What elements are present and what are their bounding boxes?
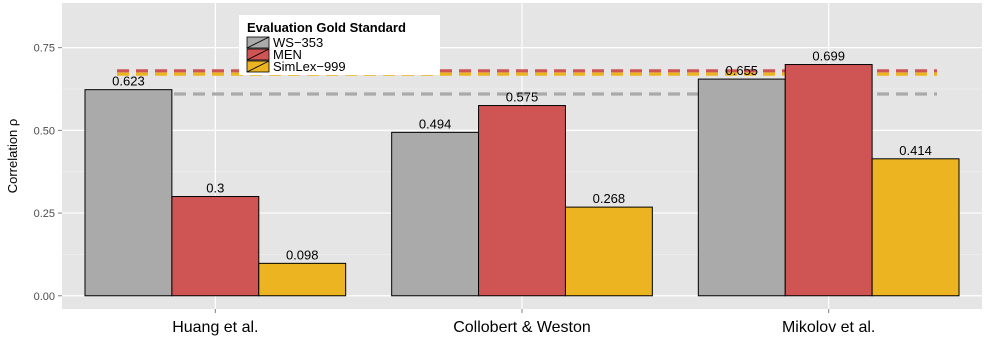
data-label: 0.494 xyxy=(419,116,452,131)
legend-swatch-slash xyxy=(246,48,270,61)
legend-box xyxy=(239,15,440,75)
legend-title: Evaluation Gold Standard xyxy=(247,20,406,35)
legend-label: MEN xyxy=(273,47,302,62)
legend: Evaluation Gold Standard WS−353MENSimLex… xyxy=(239,15,440,75)
data-label: 0.3 xyxy=(206,181,224,196)
legend-swatch-slash xyxy=(246,60,270,73)
bar xyxy=(564,206,653,297)
y-tick-label: 0.50 xyxy=(34,125,55,137)
data-label: 0.623 xyxy=(112,74,145,89)
bar xyxy=(478,105,566,297)
x-axis: Huang et al. Collobert & Weston Mikolov et… xyxy=(172,309,875,336)
data-label: 0.575 xyxy=(506,90,539,105)
data-labels: 0.623 0.3 0.098 0.494 0.575 0.268 0.655 0.699 0.… xyxy=(112,49,932,263)
x-tick-label: Collobert & Weston xyxy=(453,319,591,336)
x-tick-label: Mikolov et al. xyxy=(782,319,875,336)
bar xyxy=(171,196,260,297)
bar xyxy=(784,64,873,297)
legend-swatch-slash xyxy=(246,36,270,49)
bar xyxy=(871,158,960,297)
data-label: 0.414 xyxy=(899,143,932,158)
y-tick-label: 0.00 xyxy=(34,291,55,303)
bars xyxy=(84,64,960,297)
y-axis: 0.00 0.25 0.50 0.75 xyxy=(34,43,62,303)
bar xyxy=(84,89,173,297)
legend-label: WS−353 xyxy=(273,35,323,50)
y-axis-label: Correlation ρ xyxy=(5,119,20,194)
bar xyxy=(391,131,480,297)
data-label: 0.699 xyxy=(812,49,845,64)
data-label: 0.268 xyxy=(593,191,626,206)
data-label: 0.655 xyxy=(726,63,759,78)
bar xyxy=(258,262,347,297)
x-tick-label: Huang et al. xyxy=(172,319,258,336)
bar xyxy=(697,78,786,297)
y-tick-label: 0.25 xyxy=(34,208,55,220)
legend-label: SimLex−999 xyxy=(273,59,346,74)
data-label: 0.098 xyxy=(286,247,319,262)
y-tick-label: 0.75 xyxy=(34,43,55,55)
